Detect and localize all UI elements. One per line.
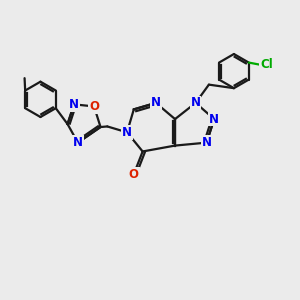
Text: O: O <box>129 168 139 181</box>
Text: Cl: Cl <box>260 58 273 71</box>
Text: N: N <box>122 126 132 139</box>
Text: N: N <box>151 96 161 110</box>
Text: N: N <box>209 112 219 126</box>
Text: N: N <box>69 98 79 111</box>
Text: N: N <box>202 136 212 149</box>
Text: O: O <box>89 100 99 113</box>
Text: N: N <box>73 136 83 149</box>
Text: N: N <box>190 96 201 110</box>
